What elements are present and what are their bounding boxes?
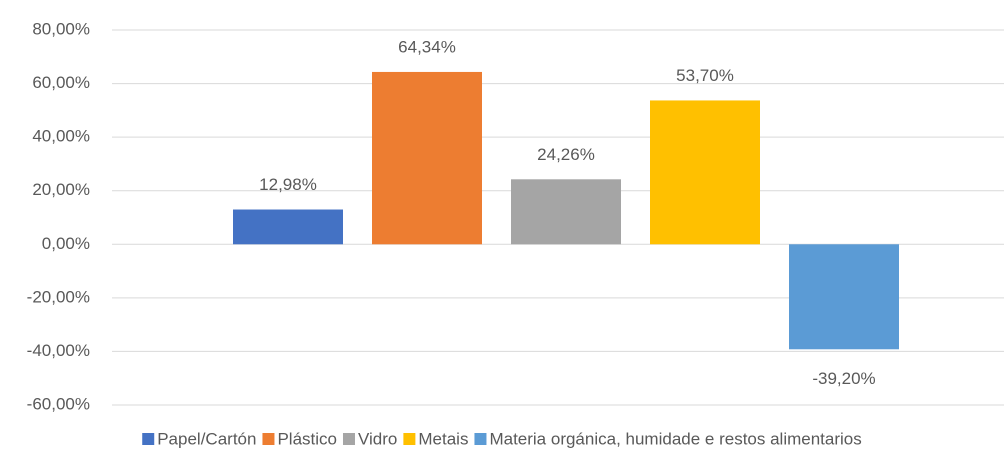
legend-swatch: [403, 433, 416, 445]
y-tick-label: -60,00%: [27, 394, 90, 413]
bar: [789, 244, 899, 350]
data-label: 12,98%: [259, 175, 317, 194]
legend-label: Plástico: [277, 429, 337, 448]
legend-swatch: [142, 433, 155, 445]
data-label: 24,26%: [537, 145, 595, 164]
data-label: 53,70%: [676, 66, 734, 85]
bar: [511, 179, 621, 245]
legend-label: Vidro: [358, 429, 397, 448]
y-tick-label: -20,00%: [27, 287, 90, 306]
bar: [650, 100, 760, 245]
legend-label: Materia orgánica, humidade e restos alim…: [489, 429, 861, 448]
y-tick-label: 80,00%: [32, 19, 90, 38]
bar: [372, 71, 482, 245]
data-label: -39,20%: [812, 369, 875, 388]
legend-swatch: [262, 433, 275, 445]
y-tick-label: 60,00%: [32, 73, 90, 92]
y-tick-label: -40,00%: [27, 341, 90, 360]
y-tick-label: 40,00%: [32, 127, 90, 146]
y-tick-label: 0,00%: [42, 234, 90, 253]
y-tick-label: 20,00%: [32, 180, 90, 199]
legend-swatch: [474, 433, 487, 445]
data-label: 64,34%: [398, 37, 456, 56]
bar: [233, 209, 343, 245]
legend-label: Papel/Cartón: [157, 429, 256, 448]
legend-swatch: [342, 433, 355, 445]
legend-label: Metais: [418, 429, 468, 448]
